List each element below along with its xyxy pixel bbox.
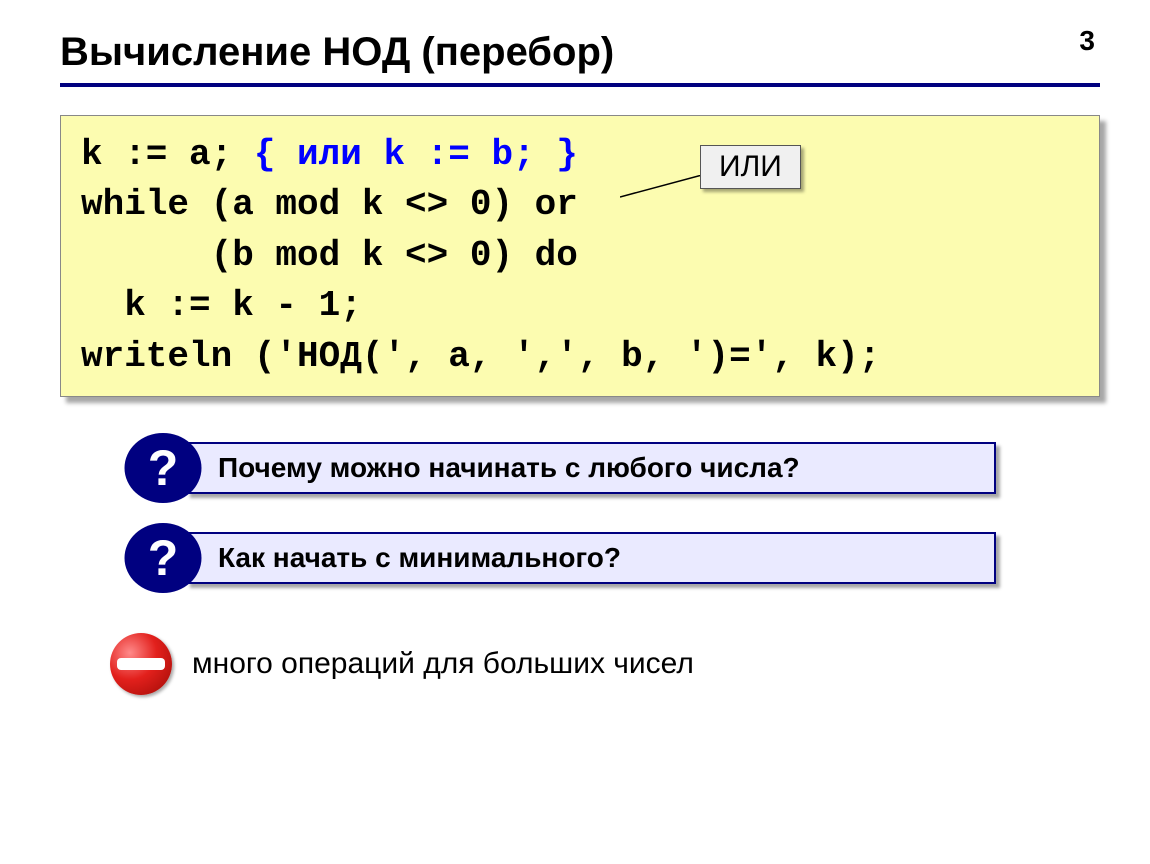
code-line-2: while (a mod k <> 0) or (81, 184, 578, 225)
code-block: k := a; { или k := b; } while (a mod k <… (60, 115, 1100, 397)
question-text-1: Почему можно начинать с любого числа? (186, 442, 996, 494)
code-line-3: (b mod k <> 0) do (81, 235, 578, 276)
question-text-2: Как начать с минимального? (186, 532, 996, 584)
warning-row: много операций для больших чисел (110, 633, 1100, 695)
question-row-1: ? Почему можно начинать с любого числа? (128, 433, 1100, 503)
code-line-1a: k := a; (81, 134, 254, 175)
question-row-2: ? Как начать с минимального? (128, 523, 1100, 593)
question-mark-glyph: ? (128, 523, 198, 593)
code-line-5: writeln ('НОД(', a, ',', b, ')=', k); (81, 336, 880, 377)
code-comment: { или k := b; } (254, 134, 578, 175)
question-mark-glyph: ? (128, 433, 198, 503)
slide-title: Вычисление НОД (перебор) (60, 30, 1100, 75)
callout-or: ИЛИ (700, 145, 801, 189)
callout-connector (620, 175, 710, 205)
title-underline (60, 83, 1100, 87)
no-entry-icon (110, 633, 172, 695)
warning-text: много операций для больших чисел (192, 647, 694, 681)
code-line-4: k := k - 1; (81, 285, 362, 326)
page-number: 3 (1079, 25, 1095, 57)
code-block-container: k := a; { или k := b; } while (a mod k <… (60, 115, 1100, 397)
question-mark-icon: ? (128, 523, 198, 593)
question-mark-icon: ? (128, 433, 198, 503)
